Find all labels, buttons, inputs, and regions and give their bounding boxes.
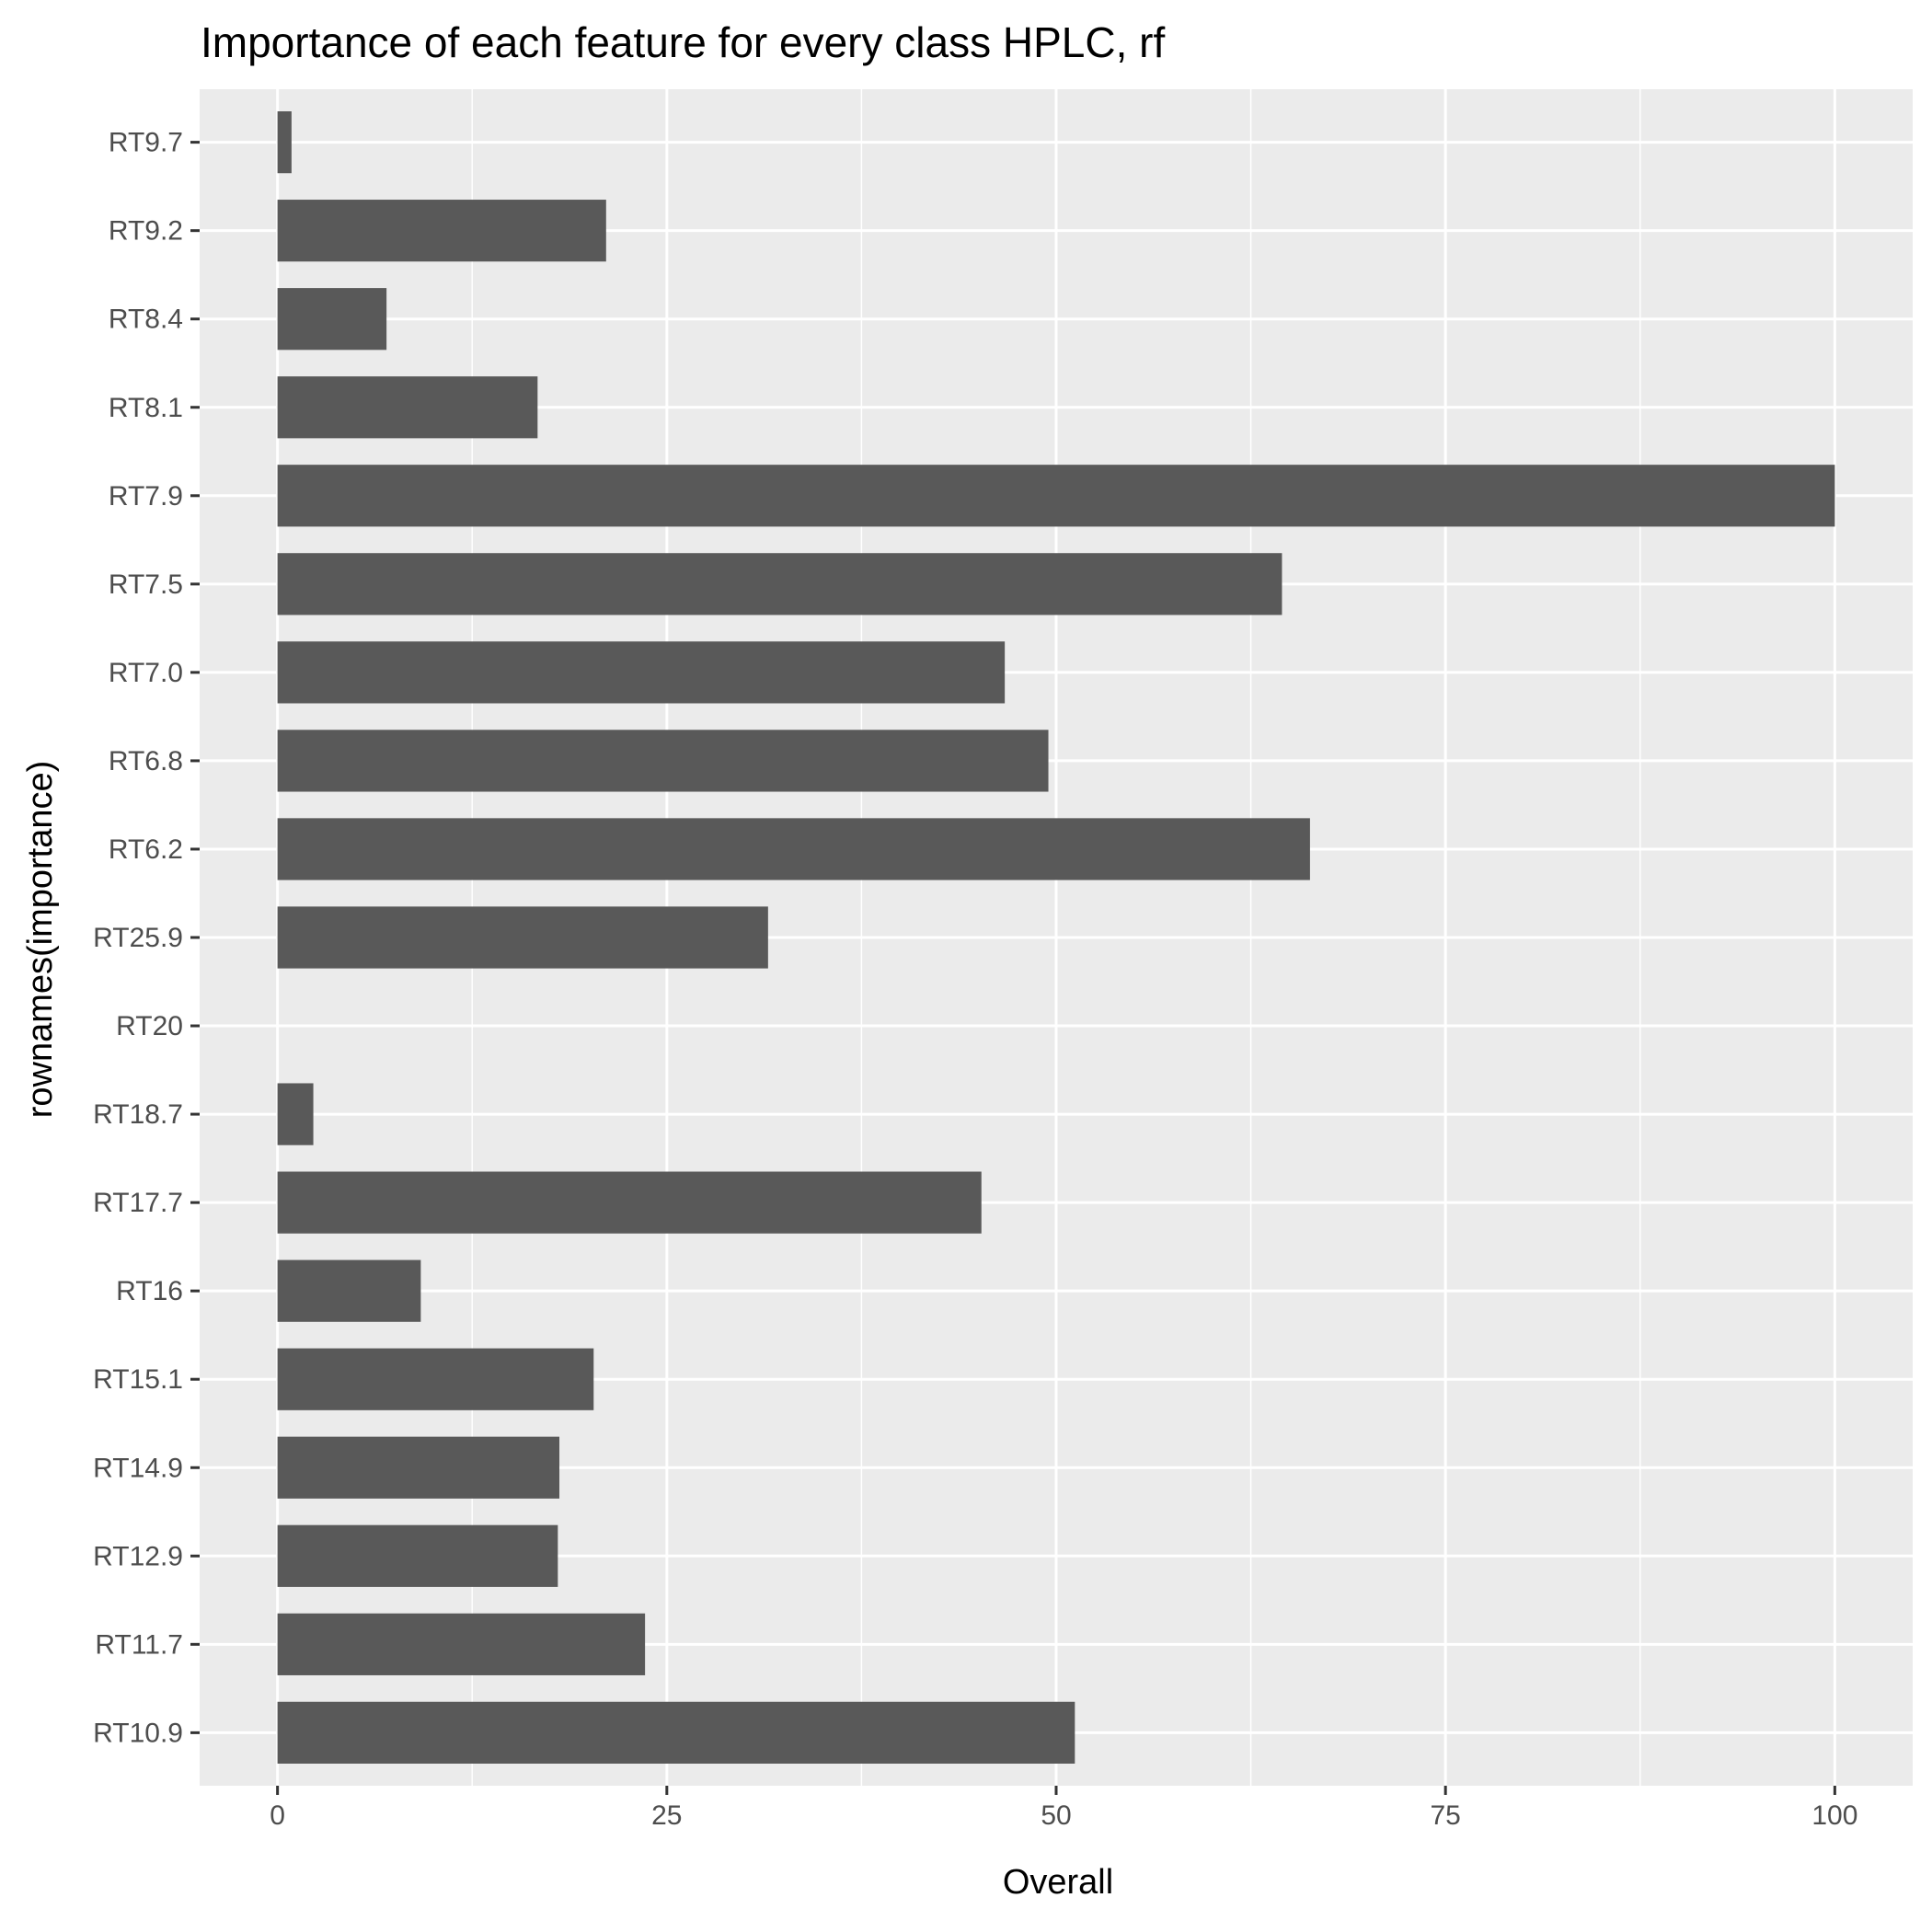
bar bbox=[277, 1348, 594, 1410]
y-tick-label: RT11.7 bbox=[95, 1629, 183, 1660]
x-tick-label: 75 bbox=[1430, 1800, 1460, 1831]
y-tick-label: RT8.1 bbox=[109, 393, 183, 423]
bar bbox=[277, 553, 1282, 615]
bar bbox=[277, 641, 1006, 704]
y-tick-label: RT14.9 bbox=[93, 1453, 183, 1483]
bar bbox=[277, 730, 1049, 792]
x-tick-label: 100 bbox=[1811, 1800, 1857, 1831]
y-tick-label: RT17.7 bbox=[93, 1188, 183, 1218]
bar bbox=[277, 1613, 646, 1675]
y-tick-label: RT6.2 bbox=[109, 834, 183, 865]
y-tick-label: RT20 bbox=[116, 1011, 183, 1041]
bar bbox=[277, 818, 1310, 880]
y-tick-label: RT7.5 bbox=[109, 569, 183, 600]
y-axis: RT9.7 RT9.2 RT8.4 RT8.1 RT7.9 RT7.5 RT7.0 RT6.8… bbox=[93, 128, 200, 1748]
bar bbox=[277, 1436, 560, 1499]
x-tick-label: 0 bbox=[270, 1800, 285, 1831]
bar bbox=[277, 1524, 558, 1587]
x-tick-label: 50 bbox=[1041, 1800, 1071, 1831]
y-tick-label: RT8.4 bbox=[109, 305, 183, 335]
bar bbox=[277, 1701, 1075, 1764]
chart-title: Importance of each feature for every cla… bbox=[201, 18, 1165, 66]
bars bbox=[277, 111, 1835, 1764]
y-tick-label: RT18.7 bbox=[93, 1099, 183, 1130]
bar bbox=[277, 1259, 421, 1322]
y-tick-label: RT9.7 bbox=[109, 128, 183, 158]
y-tick-label: RT12.9 bbox=[93, 1541, 183, 1571]
bar bbox=[277, 465, 1835, 527]
bar bbox=[277, 376, 538, 439]
bar bbox=[277, 906, 768, 969]
y-tick-label: RT9.2 bbox=[109, 216, 183, 247]
y-tick-label: RT15.1 bbox=[93, 1364, 183, 1395]
bar bbox=[277, 200, 606, 262]
y-tick-label: RT6.8 bbox=[109, 746, 183, 776]
y-tick-label: RT7.9 bbox=[109, 481, 183, 512]
y-tick-label: RT25.9 bbox=[93, 923, 183, 953]
y-tick-label: RT10.9 bbox=[93, 1718, 183, 1748]
x-axis: 0 25 50 75 100 bbox=[270, 1786, 1857, 1831]
x-axis-title: Overall bbox=[1003, 1863, 1113, 1902]
bar bbox=[277, 1083, 314, 1145]
y-tick-label: RT7.0 bbox=[109, 658, 183, 688]
bar bbox=[277, 1171, 982, 1234]
y-axis-title: rownames(importance) bbox=[21, 761, 60, 1119]
x-tick-label: 25 bbox=[651, 1800, 682, 1831]
bar bbox=[277, 288, 387, 351]
y-tick-label: RT16 bbox=[116, 1276, 183, 1306]
bar bbox=[277, 111, 292, 174]
